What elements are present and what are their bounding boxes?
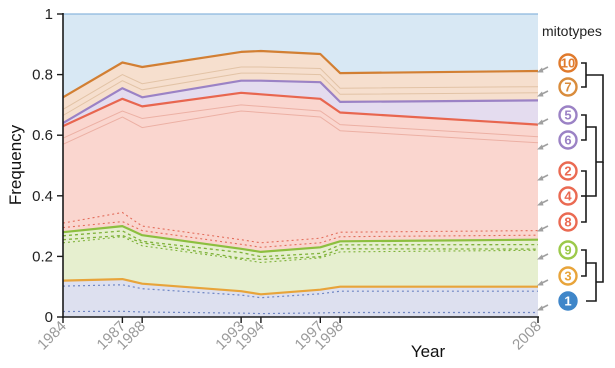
y-tick-label: 1 bbox=[45, 6, 53, 23]
area-band-1 bbox=[63, 279, 538, 317]
x-axis-title: Year bbox=[411, 342, 446, 361]
area-band-2 bbox=[63, 226, 538, 295]
legend-marker-9 bbox=[558, 240, 578, 260]
legend-label-10: 10 bbox=[561, 56, 575, 71]
legend-title: mitotypes bbox=[542, 23, 602, 39]
legend-label-7: 7 bbox=[564, 80, 571, 95]
x-tick-label: 1984 bbox=[34, 318, 70, 354]
legend-marker-2 bbox=[558, 161, 578, 181]
area-band-5 bbox=[63, 51, 538, 124]
legend-arrowhead bbox=[537, 305, 544, 311]
y-axis-ticks: 0 0.2 0.4 0.6 0.8 1 bbox=[32, 6, 63, 326]
legend-marker-5 bbox=[558, 105, 578, 125]
y-tick-label: 0.6 bbox=[32, 127, 53, 144]
legend-marker-8 bbox=[558, 212, 578, 232]
series-line-2 bbox=[62, 225, 539, 253]
tree-bracket-5-6 bbox=[581, 114, 587, 141]
legend-label-4: 4 bbox=[564, 189, 572, 204]
legend-label-1: 1 bbox=[564, 294, 571, 309]
tree-bracket-10-7 bbox=[581, 62, 587, 88]
decorative-line-9 bbox=[62, 110, 539, 145]
legend: 10 7 5 6 2 4 8 9 3 1 bbox=[537, 53, 578, 311]
series-line-5 bbox=[62, 49, 539, 99]
series-line-1 bbox=[62, 278, 538, 296]
legend-arrowhead bbox=[537, 200, 544, 206]
legend-arrowhead bbox=[537, 280, 544, 286]
tree-bracket-9-3 bbox=[581, 249, 587, 277]
legend-marker-3 bbox=[558, 266, 578, 286]
decorative-line-8 bbox=[62, 104, 539, 139]
y-axis-title: Frequency bbox=[6, 124, 25, 205]
legend-label-8: 8 bbox=[564, 215, 571, 230]
series-boundary-lines bbox=[62, 49, 539, 296]
legend-marker-1 bbox=[558, 291, 578, 311]
tree-bracket-upper bbox=[586, 126, 597, 197]
y-tick-label: 0.8 bbox=[32, 67, 53, 84]
tree-bracket-lower bbox=[586, 262, 597, 302]
legend-label-5: 5 bbox=[564, 108, 571, 123]
legend-arrowhead bbox=[537, 254, 544, 260]
legend-marker-10 bbox=[558, 53, 578, 73]
legend-label-6: 6 bbox=[564, 133, 571, 148]
y-tick-label: 0.2 bbox=[32, 248, 53, 265]
legend-marker-7 bbox=[558, 77, 578, 97]
series-line-3 bbox=[62, 91, 539, 128]
x-tick-label: 2008 bbox=[509, 318, 545, 354]
legend-arrowhead bbox=[537, 91, 544, 97]
legend-arrowhead bbox=[537, 144, 544, 150]
legend-dendrogram bbox=[581, 62, 604, 302]
decorative-line-7 bbox=[62, 221, 539, 248]
legend-marker-6 bbox=[558, 130, 578, 150]
area-band-6 bbox=[63, 14, 538, 98]
area-band-3 bbox=[63, 92, 538, 252]
tree-bracket-top bbox=[586, 74, 604, 163]
legend-arrowhead bbox=[537, 226, 544, 232]
legend-arrowhead bbox=[537, 119, 544, 125]
legend-arrowhead bbox=[537, 175, 544, 181]
decorative-line-10 bbox=[62, 66, 539, 110]
tree-root-stem bbox=[596, 162, 604, 283]
legend-label-3: 3 bbox=[564, 269, 571, 284]
area-fills bbox=[63, 14, 538, 317]
decorative-line-11 bbox=[62, 72, 539, 116]
decorative-line-5 bbox=[62, 236, 539, 264]
y-tick-label: 0 bbox=[45, 309, 53, 326]
decorative-line-4 bbox=[62, 234, 539, 261]
legend-arrowhead bbox=[537, 67, 544, 73]
legend-marker-4 bbox=[558, 186, 578, 206]
series-line-4 bbox=[62, 79, 539, 125]
decorative-series-lines bbox=[62, 66, 539, 315]
decorative-line-6 bbox=[62, 211, 539, 244]
area-band-4 bbox=[63, 80, 538, 127]
y-tick-label: 0.4 bbox=[32, 188, 53, 205]
legend-label-9: 9 bbox=[564, 243, 571, 258]
legend-label-2: 2 bbox=[564, 164, 571, 179]
